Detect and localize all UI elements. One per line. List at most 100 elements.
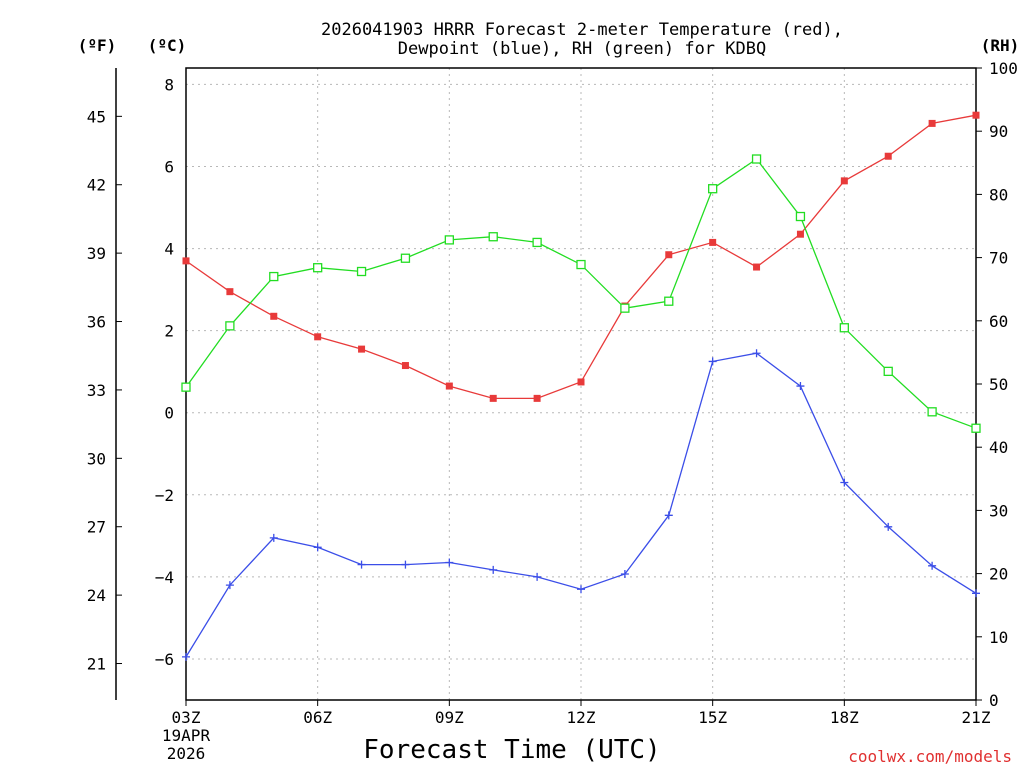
rh-tick-label: 50 [989, 375, 1008, 394]
rh-point [839, 323, 849, 333]
rh-point [751, 154, 762, 164]
temperature-point [270, 312, 278, 320]
fahrenheit-unit-label: (ºF) [78, 36, 117, 55]
rh-tick-label: 70 [989, 249, 1008, 268]
fahrenheit-tick-label: 36 [87, 313, 106, 332]
x-tick-label: 09Z [435, 708, 464, 727]
axes: 03Z 06Z 09Z 12Z 15Z 18Z 21Z−6−4−20246821242730… [87, 59, 1018, 727]
dewpoint-point [357, 560, 366, 569]
celsius-tick-label: 2 [164, 322, 174, 341]
temperature-point [753, 263, 761, 271]
temperature-point [358, 345, 366, 353]
dewpoint-point [313, 543, 322, 552]
dewpoint-point [269, 533, 278, 542]
temperature-point [401, 362, 409, 370]
dewpoint-point [796, 382, 805, 391]
fahrenheit-tick-label: 30 [87, 449, 106, 468]
celsius-tick-label: 8 [164, 75, 174, 94]
rh-point [488, 232, 498, 242]
dewpoint-point [664, 511, 673, 520]
fahrenheit-tick-label: 39 [87, 244, 106, 263]
celsius-tick-label: −6 [155, 650, 174, 669]
dewpoint-point [489, 565, 498, 574]
chart-title-line-2: Dewpoint (blue), RH (green) for KDBQ [398, 39, 766, 59]
x-date-label-year: 2026 [167, 744, 206, 763]
rh-point [269, 271, 279, 282]
celsius-tick-label: 4 [164, 240, 174, 259]
dewpoint-point [884, 522, 893, 531]
celsius-unit-label: (ºC) [148, 36, 187, 55]
rh-point [225, 321, 235, 331]
rh-tick-label: 20 [989, 565, 1008, 584]
source-credit: coolwx.com/models [848, 747, 1012, 766]
rh-point [971, 423, 981, 433]
temperature-point [533, 394, 541, 402]
temperature-point [182, 257, 190, 265]
dewpoint-point [533, 572, 542, 581]
temperature-point [314, 333, 322, 341]
dewpoint-point [972, 589, 980, 598]
rh-point [532, 237, 542, 248]
x-tick-label: 18Z [830, 708, 859, 727]
rh-point [444, 235, 454, 245]
rh-point [927, 407, 937, 417]
dewpoint-point [577, 585, 585, 594]
rh-point [795, 211, 806, 222]
rh-tick-label: 60 [989, 312, 1008, 331]
fahrenheit-tick-label: 45 [87, 107, 106, 126]
rh-point [181, 382, 191, 392]
celsius-tick-label: 0 [164, 404, 174, 423]
temperature-point [445, 382, 453, 390]
rh-point [313, 263, 323, 273]
dewpoint-point [225, 581, 234, 590]
rh-tick-label: 0 [989, 691, 999, 710]
x-tick-label: 15Z [698, 708, 727, 727]
temperature-point [884, 152, 892, 160]
temperature-point [972, 111, 980, 119]
temperature-point [489, 394, 497, 402]
rh-point [708, 184, 718, 194]
temperature-point [577, 378, 585, 386]
dewpoint-point [401, 560, 410, 569]
dewpoint-point [182, 652, 190, 661]
temperature-point [796, 230, 804, 238]
temperature-point [226, 288, 234, 296]
celsius-tick-label: 6 [164, 157, 174, 176]
rh-point [664, 296, 674, 306]
x-tick-label: 12Z [567, 708, 596, 727]
data-series [181, 111, 981, 661]
rh-point [576, 259, 586, 270]
dewpoint-point [928, 561, 937, 570]
rh-tick-label: 90 [989, 122, 1008, 141]
temperature-line [185, 114, 977, 400]
temperature-point [928, 119, 936, 127]
x-tick-label: 21Z [962, 708, 991, 727]
rh-tick-label: 100 [989, 59, 1018, 78]
x-date-label-day: 19APR [162, 726, 211, 745]
rh-tick-label: 30 [989, 501, 1008, 520]
x-tick-label: 06Z [303, 708, 332, 727]
rh-point [400, 253, 411, 263]
dewpoint-point [708, 357, 717, 366]
dewpoint-point [752, 349, 761, 358]
fahrenheit-tick-label: 21 [87, 655, 106, 674]
dewpoint-point [620, 570, 629, 579]
dewpoint-point [840, 478, 849, 487]
rh-point [356, 266, 367, 277]
x-tick-label: 03Z [172, 708, 201, 727]
temperature-point [665, 251, 673, 259]
rh-tick-label: 80 [989, 185, 1008, 204]
chart-title-line-1: 2026041903 HRRR Forecast 2-meter Tempera… [321, 20, 843, 40]
rh-tick-label: 40 [989, 438, 1008, 457]
celsius-tick-label: −2 [155, 486, 174, 505]
temperature-point [840, 177, 848, 185]
rh-tick-label: 10 [989, 628, 1008, 647]
fahrenheit-tick-label: 27 [87, 518, 106, 537]
fahrenheit-tick-label: 24 [87, 586, 106, 605]
temperature-point [709, 238, 717, 246]
x-axis-title: Forecast Time (UTC) [363, 735, 660, 765]
dewpoint-point [445, 558, 454, 567]
fahrenheit-tick-label: 42 [87, 176, 106, 195]
celsius-tick-label: −4 [155, 568, 174, 587]
